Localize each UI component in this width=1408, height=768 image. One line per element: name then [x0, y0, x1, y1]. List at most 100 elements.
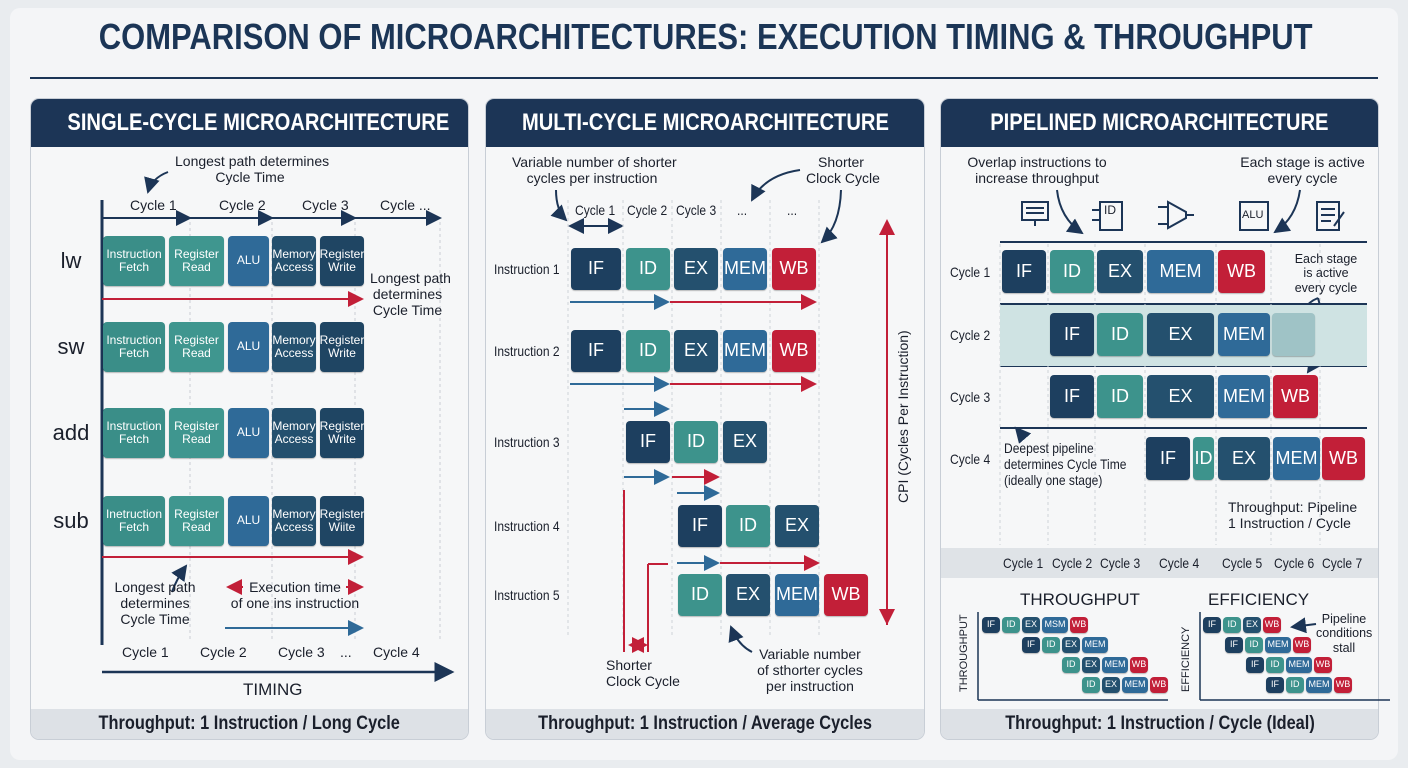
cpi-label: CPI (Cycles Per Instruction): [895, 330, 911, 503]
instruction-label: sub: [53, 508, 89, 533]
cycle-label: ...: [737, 202, 748, 218]
instruction-label: Instruction 4: [494, 518, 560, 534]
stage-block: EX: [723, 421, 767, 463]
stage-block: Memory Access: [272, 408, 316, 458]
stage-block: EX: [1218, 437, 1270, 480]
panel-footer: Throughput: 1 Instruction / Cycle (Ideal…: [941, 709, 1378, 739]
stage-block: WB: [772, 248, 816, 290]
cycle-label: Cycle 1: [575, 202, 616, 218]
mini-stage-block: IF: [1225, 637, 1243, 653]
pipeline-throughput-note: Throughput: Pipeline 1 Instruction / Cycl…: [1228, 499, 1358, 532]
instruction-label: add: [52, 420, 90, 445]
stage-block: Memory Access: [272, 322, 316, 372]
stage-block: IF: [626, 421, 670, 463]
instruction-label: lw: [60, 248, 82, 273]
stage-block: ALU: [228, 236, 269, 286]
stage-block: Register Read: [169, 322, 224, 372]
mini-stage-block: WB: [1263, 617, 1281, 633]
mini-stage-block: WB: [1293, 637, 1311, 653]
stage-block: ALU: [228, 408, 269, 458]
cycle-label: Cycle 4: [1159, 555, 1200, 571]
panel-header: PIPELINED MICROARCHITECTURE: [941, 99, 1378, 147]
mini-stage-block: IF: [1266, 677, 1284, 693]
cycle-strip: [941, 548, 1378, 578]
mini-stage-block: MEM: [1286, 657, 1312, 673]
overlap-note: Overlap instructions to increase throughp…: [967, 154, 1107, 187]
mini-stage-block: WB: [1130, 657, 1148, 673]
mini-stage-block: MEM: [1265, 637, 1291, 653]
cycle-row-label: Cycle 4: [950, 451, 991, 467]
stage-block: IF: [1050, 375, 1094, 418]
stage-block: IF: [678, 505, 722, 547]
stage-block: IF: [571, 248, 621, 290]
stage-block: EX: [726, 574, 770, 616]
stage-block: MEM: [1147, 250, 1214, 293]
stage-block: Register Write: [320, 236, 364, 286]
longest-path-note: Longest path determines Cycle Time: [175, 153, 330, 186]
stall-note: Pipeline conditions stall: [1316, 612, 1373, 655]
stage-block: ID: [626, 330, 670, 372]
stage-block: Register Read: [169, 236, 224, 286]
mini-stage-block: MEM: [1102, 657, 1128, 673]
icon-text: ALU: [1242, 209, 1264, 221]
stage-block: WB: [1322, 437, 1365, 480]
cycle-label: Cycle 2: [200, 644, 247, 660]
mini-stage-block: ID: [1245, 637, 1263, 653]
stage-block: MEM: [1218, 313, 1270, 356]
stage-block: ID: [626, 248, 670, 290]
stage-block: Instruction Fetch: [103, 236, 165, 286]
stage-block: IF: [1146, 437, 1190, 480]
shorter-clock-note: Shorter Clock Cycle: [606, 657, 680, 690]
cycle-label: Cycle 3: [278, 644, 325, 660]
mini-stage-block: ID: [1286, 677, 1304, 693]
page-title-text: COMPARISON OF MICROARCHITECTURES: EXECUT…: [98, 16, 1313, 57]
stage-block: MEM: [775, 574, 819, 616]
mini-stage-block: IF: [982, 617, 1000, 633]
mini-stage-block: ID: [1223, 617, 1241, 633]
stage-block: EX: [1147, 375, 1214, 418]
stage-block: MEM: [723, 330, 767, 372]
stage-block: Instruction Fetch: [103, 322, 165, 372]
mini-stage-block: EX: [1243, 617, 1261, 633]
stage-block: Inetruction Fetch: [103, 496, 165, 546]
stage-block: ID: [1193, 437, 1214, 480]
stage-block: ALU: [228, 322, 269, 372]
stage-block: Register Read: [169, 408, 224, 458]
mini-stage-block: IF: [1203, 617, 1221, 633]
longest-path-note: Longest path determines Cycle Time: [114, 579, 196, 628]
axis-label: TIMING: [243, 680, 303, 699]
instruction-label: Instruction 1: [494, 261, 560, 277]
cycle-label: Cycle 7: [1322, 555, 1363, 571]
mini-stage-block: ID: [1002, 617, 1020, 633]
stage-block: ID: [674, 421, 718, 463]
stage-block: EX: [1097, 250, 1143, 293]
panel-footer: Throughput: 1 Instruction / Long Cycle: [31, 709, 468, 739]
mini-stage-block: WB: [1334, 677, 1352, 693]
variable-cycles-note: Variable number of sthorter cycles per ins…: [757, 646, 863, 695]
stage-block: EX: [674, 248, 718, 290]
page-title: COMPARISON OF MICROARCHITECTURES: EXECUT…: [0, 16, 1408, 58]
mini-stage-block: EX: [1102, 677, 1120, 693]
cycle-label: Cycle 1: [1003, 555, 1044, 571]
mini-stage-block: WB: [1150, 677, 1168, 693]
title-divider: [30, 77, 1378, 79]
mini-axis-label: EFFICIENCY: [1180, 626, 1192, 692]
mini-axis-label: THROUGHPUT: [958, 614, 970, 692]
stage-block: ID: [726, 505, 770, 547]
cycle-row-label: Cycle 1: [950, 264, 991, 280]
mini-stage-block: EX: [1062, 637, 1080, 653]
stage-block: Memory Access: [272, 236, 316, 286]
stage-active-note: Each stage is active every cycle: [1294, 252, 1358, 295]
mini-stage-block: MEM: [1122, 677, 1148, 693]
stage-active-note: Each stage is active every cycle: [1240, 154, 1365, 187]
cycle-label: Cycle 2: [219, 197, 266, 213]
mini-chart-title: EFFICIENCY: [1208, 590, 1310, 609]
stage-block: WB: [1218, 250, 1265, 293]
mini-stage-block: ID: [1062, 657, 1080, 673]
instruction-label: sw: [57, 334, 85, 359]
mini-chart-title: THROUGHPUT: [1020, 590, 1140, 609]
panel-title: SINGLE-CYCLE MICROARCHITECTURE: [67, 109, 450, 136]
cycle-label: Cycle 2: [1052, 555, 1093, 571]
stage-block: ID: [1097, 313, 1143, 356]
cycle-label: Cycle ...: [380, 197, 431, 213]
